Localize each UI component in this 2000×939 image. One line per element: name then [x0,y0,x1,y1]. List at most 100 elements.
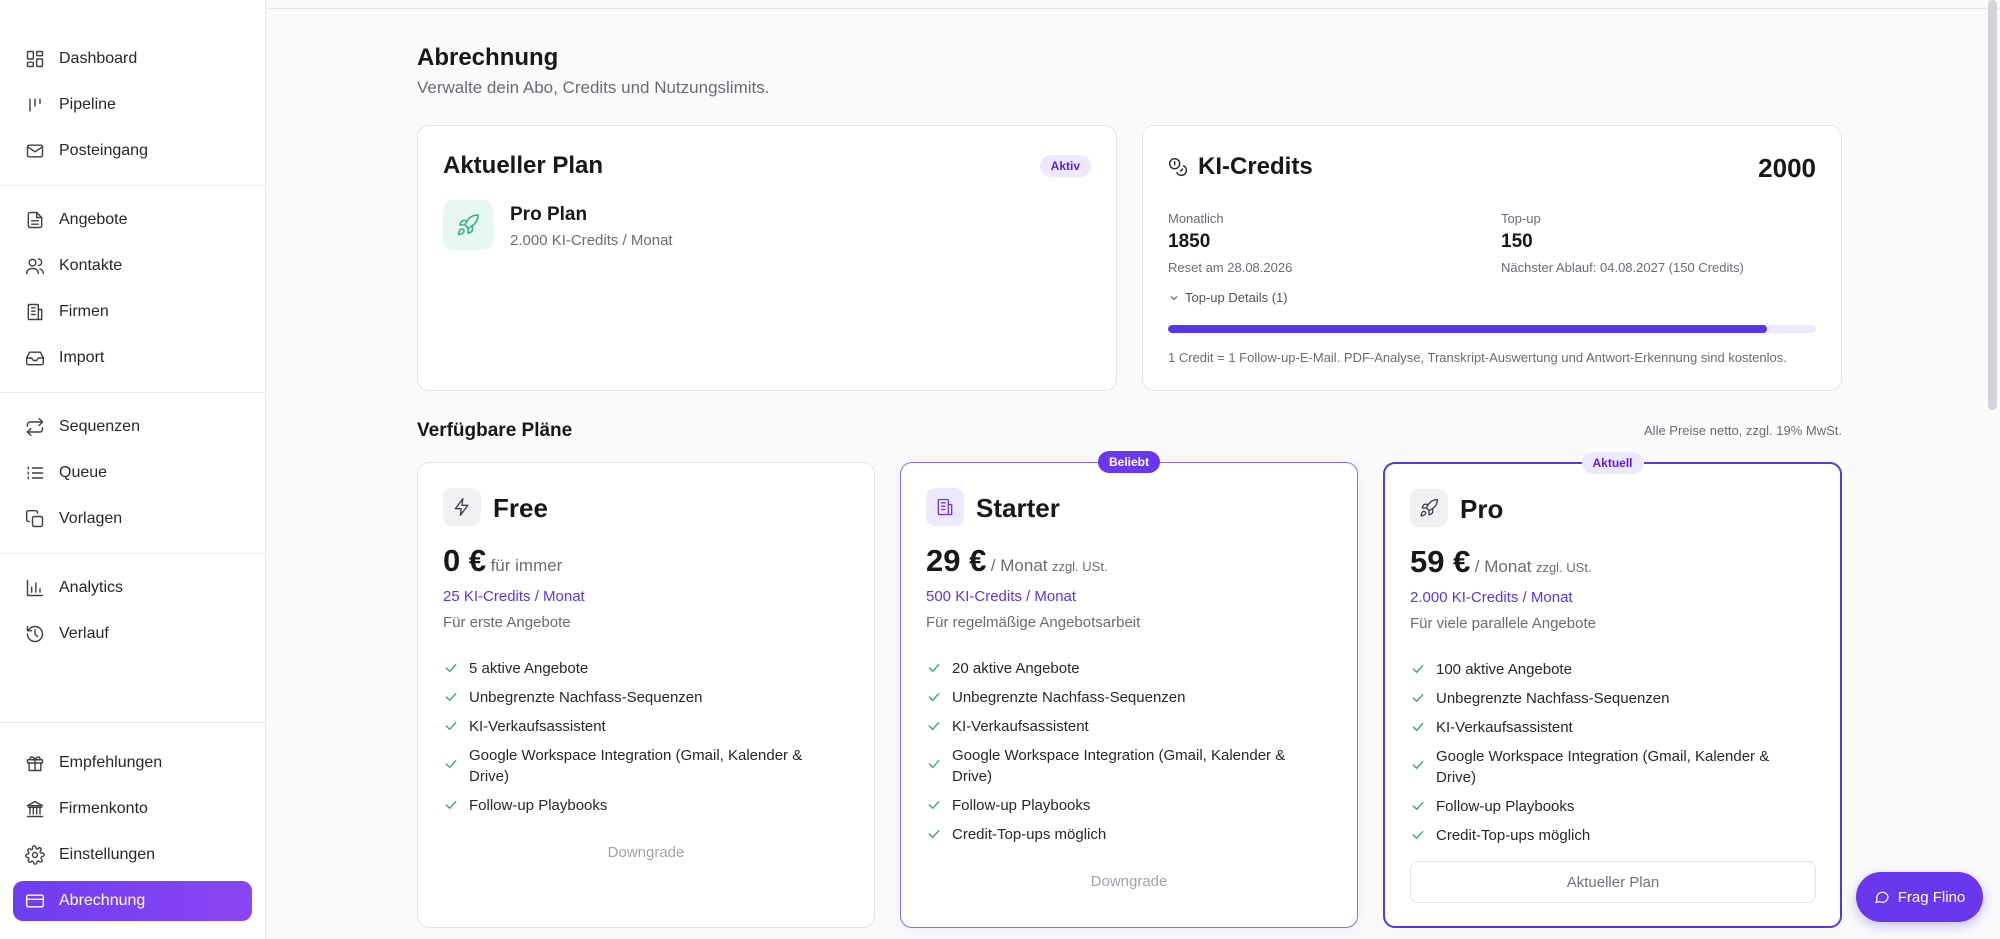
price-tax: zzgl. USt. [1051,559,1108,574]
sidebar-item-firmen[interactable]: Firmen [13,292,252,332]
list-icon [27,466,44,480]
plan-price: 59 € / Monat zzgl. USt. [1410,544,1592,580]
sidebar-item-abrechnung[interactable]: Abrechnung [13,881,252,921]
chat-icon [1874,891,1889,904]
plan-description: Für viele parallele Angebote [1410,615,1596,632]
building-icon [27,303,43,321]
sidebar-item-kontakte[interactable]: Kontakte [13,246,252,286]
check-icon [928,801,940,809]
sidebar-item-empfehlungen[interactable]: Empfehlungen [13,743,252,783]
chevron-down-icon [1170,295,1178,300]
feature-item: Unbegrenzte Nachfass-Sequenzen [443,687,843,708]
users-icon [25,258,45,275]
topup-label: Top-up [1501,211,1541,226]
sidebar-bottom: Empfehlungen Firmenkonto Einstellungen A… [0,722,265,939]
sidebar-item-label: Import [59,349,105,366]
feature-text: KI-Verkaufsassistent [469,718,606,735]
feature-item: 5 aktive Angebote [443,658,843,679]
sidebar-item-vorlagen[interactable]: Vorlagen [13,499,252,539]
current-badge: Aktuell [1581,452,1644,474]
sidebar-item-posteingang[interactable]: Posteingang [13,131,252,171]
plan-name: Starter [976,493,1060,523]
plan-card-free: Free 0 € für immer 25 KI-Credits / Monat… [417,462,875,928]
feature-text: KI-Verkaufsassistent [952,718,1089,735]
feature-item: Follow-up Playbooks [443,795,843,816]
sidebar-item-firmenkonto[interactable]: Firmenkonto [13,789,252,829]
topup-credits: Top-up 150 Nächster Ablauf: 04.08.2027 (… [1501,211,1744,275]
feature-text: KI-Verkaufsassistent [1436,719,1573,736]
pipeline-icon [29,98,41,112]
sidebar-item-import[interactable]: Import [13,338,252,378]
feature-text: Unbegrenzte Nachfass-Sequenzen [1436,690,1670,707]
feature-item: Follow-up Playbooks [1410,796,1810,817]
sidebar-item-label: Empfehlungen [59,754,163,771]
price-amount: 0 € [443,543,487,578]
feature-list: 5 aktive Angebote Unbegrenzte Nachfass-S… [443,658,843,824]
nav-group-automation: Sequenzen Queue Vorlagen [0,407,265,539]
feature-item: Follow-up Playbooks [926,795,1326,816]
nav-group-insights: Analytics Verlauf [0,568,265,654]
price-period: für immer [490,556,563,575]
feature-item: KI-Verkaufsassistent [1410,717,1810,738]
sidebar-item-label: Firmen [59,303,109,320]
feature-text: 5 aktive Angebote [469,660,589,677]
sidebar-item-verlauf[interactable]: Verlauf [13,614,252,654]
feature-item: Credit-Top-ups möglich [1410,825,1810,846]
check-icon [928,830,940,838]
sidebar-item-einstellungen[interactable]: Einstellungen [13,835,252,875]
check-icon [1412,831,1424,839]
plan-card-pro: Aktuell Pro 59 € / Monat zzgl. USt. 2.00… [1383,452,1842,928]
current-plan-title: Aktueller Plan [443,152,604,179]
sidebar-item-label: Kontakte [59,257,123,274]
feature-list: 20 aktive Angebote Unbegrenzte Nachfass-… [926,658,1326,853]
coins-icon [1168,157,1188,177]
price-amount: 29 € [926,543,987,578]
feature-text: Google Workspace Integration (Gmail, Kal… [469,747,803,785]
check-icon [1412,723,1424,731]
feature-text: Credit-Top-ups möglich [1436,827,1591,844]
lightning-icon [443,488,481,526]
sidebar-item-label: Analytics [59,579,124,596]
current-plan-button[interactable]: Aktueller Plan [1410,861,1816,903]
page-subtitle: Verwalte dein Abo, Credits und Nutzungsl… [417,78,770,97]
credits-total: 2000 [1758,153,1816,183]
plan-price: 29 € / Monat zzgl. USt. [926,543,1108,579]
feature-text: Follow-up Playbooks [469,797,608,814]
monthly-value: 1850 [1168,231,1211,252]
status-badge: Aktiv [1039,155,1091,177]
feature-text: Follow-up Playbooks [1436,798,1575,815]
sidebar-item-sequenzen[interactable]: Sequenzen [13,407,252,447]
credit-note: 1 Credit = 1 Follow-up-E-Mail. PDF-Analy… [1168,350,1787,365]
sidebar-item-pipeline[interactable]: Pipeline [13,85,252,125]
sidebar-item-label: Pipeline [59,96,116,113]
mail-icon [26,144,44,158]
feature-text: Google Workspace Integration (Gmail, Kal… [1436,748,1770,786]
ask-assistant-button[interactable]: Frag Flino [1856,872,1983,922]
check-icon [928,693,940,701]
gear-icon [25,845,45,865]
sidebar-item-label: Einstellungen [59,846,156,863]
monthly-reset: Reset am 28.08.2026 [1168,260,1293,275]
downgrade-button[interactable]: Downgrade [607,843,685,861]
sidebar-item-dashboard[interactable]: Dashboard [13,39,252,79]
sidebar: Dashboard Pipeline Posteingang Angebote … [0,0,266,939]
feature-item: Google Workspace Integration (Gmail, Kal… [1410,746,1810,788]
feature-item: KI-Verkaufsassistent [926,716,1326,737]
scrollbar[interactable] [1988,0,1997,410]
nav-group-main: Dashboard Pipeline Posteingang [0,39,265,171]
sidebar-item-angebote[interactable]: Angebote [13,200,252,240]
sidebar-item-queue[interactable]: Queue [13,453,252,493]
feature-item: 20 aktive Angebote [926,658,1326,679]
divider [0,185,265,186]
feature-text: Follow-up Playbooks [952,797,1091,814]
building-icon [926,488,964,526]
topup-details-label: Top-up Details (1) [1185,290,1288,305]
sidebar-item-analytics[interactable]: Analytics [13,568,252,608]
downgrade-button[interactable]: Downgrade [1090,872,1168,890]
sidebar-item-label: Firmenkonto [59,800,148,817]
check-icon [928,760,940,768]
plans-section-note: Alle Preise netto, zzgl. 19% MwSt. [1644,423,1842,438]
topup-details-toggle[interactable]: Top-up Details (1) [1168,290,1288,305]
plan-credits: 500 KI-Credits / Monat [926,588,1077,605]
feature-item: Unbegrenzte Nachfass-Sequenzen [926,687,1326,708]
